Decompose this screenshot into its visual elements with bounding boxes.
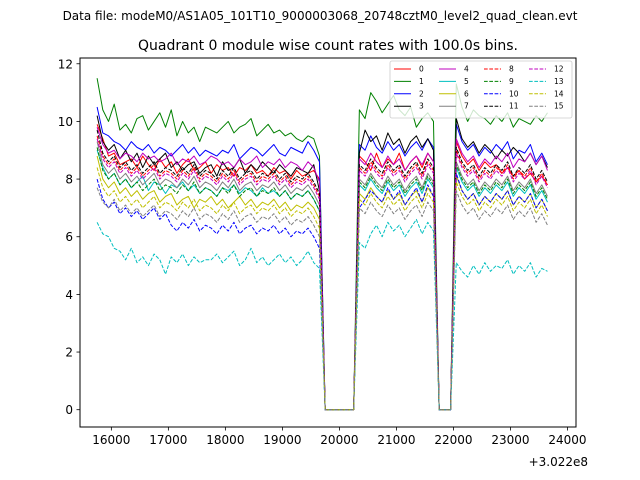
x-tick-label: 16000	[92, 433, 130, 447]
legend-label-11: 11	[509, 102, 519, 111]
x-tick-label: 18000	[206, 433, 244, 447]
series-line-11	[96, 129, 548, 411]
plot-area	[96, 78, 548, 411]
x-tick-label: 24000	[548, 433, 586, 447]
legend-label-10: 10	[509, 89, 519, 98]
legend-label-0: 0	[419, 65, 424, 74]
y-tick-label: 2	[65, 346, 73, 360]
legend-label-8: 8	[509, 65, 514, 74]
x-tick-label: 21000	[377, 433, 415, 447]
axes-frame	[79, 57, 577, 428]
legend-label-4: 4	[464, 65, 469, 74]
legend-label-1: 1	[419, 77, 424, 86]
legend-label-3: 3	[419, 102, 424, 111]
x-tick-label: 23000	[491, 433, 529, 447]
x-tick-label: 17000	[149, 433, 187, 447]
series-line-13	[96, 218, 548, 411]
legend-box	[389, 60, 573, 119]
y-tick-label: 8	[65, 173, 73, 187]
x-tick-label: 20000	[320, 433, 358, 447]
legend-label-12: 12	[554, 65, 564, 74]
series-line-14	[96, 167, 548, 411]
legend-label-7: 7	[464, 102, 469, 111]
y-tick-label: 10	[58, 115, 73, 129]
x-tick-label: 22000	[434, 433, 472, 447]
chart-title: Quadrant 0 module wise count rates with …	[138, 38, 518, 54]
series-line-15	[96, 187, 548, 411]
legend-label-6: 6	[464, 89, 469, 98]
legend-label-2: 2	[419, 89, 424, 98]
y-tick-label: 4	[65, 288, 73, 302]
y-tick-label: 12	[58, 57, 73, 71]
series-line-9	[96, 147, 548, 411]
figure-suptitle: Data file: modeM0/AS1A05_101T10_90000030…	[63, 9, 578, 23]
legend-label-14: 14	[554, 89, 564, 98]
legend-label-5: 5	[464, 77, 469, 86]
legend-label-13: 13	[554, 77, 564, 86]
y-tick-label: 6	[65, 230, 73, 244]
axes: 16000 17000 18000 19000 20000 21000 22000 23000…	[58, 57, 587, 447]
x-tick-label: 19000	[263, 433, 301, 447]
series-line-8	[96, 135, 548, 411]
y-tick-label: 0	[65, 403, 73, 417]
legend-label-15: 15	[554, 102, 564, 111]
x-axis-offset-label: +3.022e8	[529, 455, 588, 469]
legend-label-9: 9	[509, 77, 514, 86]
